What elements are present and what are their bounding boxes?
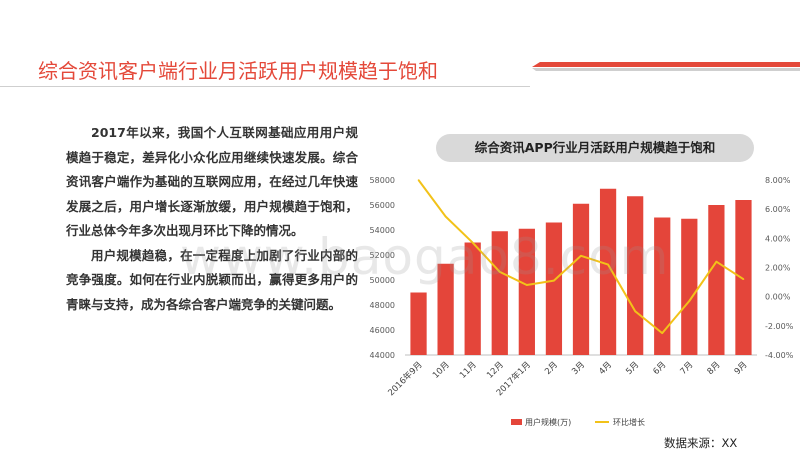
x-tick-label: 9月: [733, 360, 750, 377]
x-tick-label: 4月: [597, 360, 614, 377]
y2-tick-label: 2.00%: [765, 264, 791, 273]
legend-swatch-bar: [511, 419, 522, 425]
y-tick-label: 44000: [370, 351, 395, 360]
bar: [572, 203, 590, 355]
x-tick-label: 7月: [679, 360, 696, 377]
page-title: 综合资讯客户端行业月活跃用户规模趋于饱和: [38, 59, 438, 83]
line-point: [498, 271, 501, 273]
body-text: 2017年以来，我国个人互联网基础应用用户规模趋于稳定，差异化小众化应用继续快速…: [66, 121, 358, 317]
bar: [545, 222, 563, 355]
line-point: [444, 215, 447, 218]
y-tick-label: 54000: [370, 226, 395, 235]
bar: [654, 217, 671, 355]
bar: [518, 228, 535, 355]
bar: [437, 263, 454, 355]
watermark: www.baogao8.com: [180, 228, 670, 286]
legend-label-line: 环比增长: [613, 417, 645, 427]
line-point: [553, 279, 555, 282]
x-tick-label: 6月: [651, 360, 668, 377]
accent-stripe: [532, 62, 800, 71]
y-tick-label: 52000: [370, 251, 395, 260]
legend-label-bar: 用户规模(万): [525, 417, 571, 427]
line-point: [742, 278, 745, 280]
x-tick-label: 2月: [543, 360, 560, 377]
paragraph-1: 2017年以来，我国个人互联网基础应用用户规模趋于稳定，差异化小众化应用继续快速…: [66, 125, 358, 238]
y-tick-label: 50000: [370, 276, 395, 285]
x-tick-label: 2016年9月: [386, 359, 425, 398]
x-tick-label: 10月: [431, 360, 452, 381]
bar: [681, 218, 698, 355]
y-tick-label: 48000: [370, 301, 395, 310]
y-tick-label: 46000: [370, 326, 395, 335]
line-point: [688, 300, 691, 302]
bar: [464, 242, 481, 355]
line-point: [661, 332, 664, 334]
x-tick-label: 5月: [624, 360, 641, 377]
y-tick-label: 58000: [370, 176, 395, 185]
y2-tick-label: -4.00%: [765, 351, 794, 360]
line-point: [580, 255, 582, 257]
data-source: 数据来源：XX: [664, 436, 738, 450]
line-point: [715, 260, 718, 263]
chart-title: 综合资讯APP行业月活跃用户规模趋于饱和: [474, 140, 716, 155]
y-tick-label: 56000: [370, 201, 395, 210]
chart-title-pill: [436, 134, 754, 162]
y2-tick-label: -2.00%: [765, 322, 794, 331]
bar: [410, 292, 427, 355]
y2-tick-label: 0.00%: [765, 293, 791, 302]
x-tick-label: 12月: [485, 360, 506, 381]
chart: 44000 46000 48000 50000 52000 54000 56000 58000…: [370, 176, 794, 427]
line-point: [417, 179, 420, 181]
line-point: [607, 263, 609, 266]
line-point: [471, 241, 474, 244]
title-underline: [0, 86, 530, 87]
y2-tick-label: 4.00%: [765, 234, 791, 243]
paragraph-2: 用户规模趋稳，在一定程度上加剧了行业内部的竞争强度。如何在行业内脱颖而出，赢得更…: [66, 247, 358, 312]
bar: [599, 188, 617, 355]
line-point: [526, 284, 528, 286]
x-tick-label: 8月: [706, 360, 723, 377]
x-tick-label: 3月: [570, 360, 587, 377]
y2-tick-label: 8.00%: [765, 176, 791, 185]
bar: [735, 200, 752, 355]
bar: [491, 231, 508, 355]
x-tick-label: 11月: [458, 360, 479, 381]
y2-tick-label: 6.00%: [765, 205, 791, 214]
bar: [708, 205, 725, 355]
line-point: [634, 310, 636, 313]
